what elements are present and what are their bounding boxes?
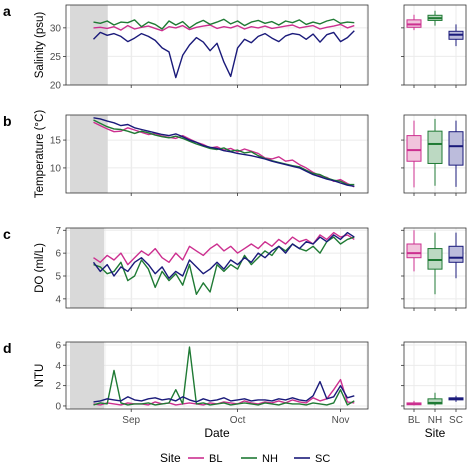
box-NH [427,398,443,405]
shaded-period [70,115,108,193]
plot-area [66,228,368,308]
legend-label-BL: BL [209,453,222,465]
plot-border [65,227,369,309]
legend-title: Site [160,451,181,465]
panel-c: c 4 5 6 7 DO (ml/L) [3,226,467,311]
plot-border [65,4,369,86]
box-NH [427,248,443,270]
y-tick-label: 6 [55,341,61,352]
y-tick-label: 15 [50,136,62,147]
panel-b: b 10 15 Temperature (°C) [3,110,467,198]
box-x-tick-label: SC [449,415,463,426]
x-axis-title: Date [204,426,230,440]
series-line-BL [93,231,355,266]
panel-letter: d [3,340,12,356]
y-tick-label: 20 [50,81,62,92]
box-NH [427,130,443,164]
y-axis-label: DO (ml/L) [34,243,46,293]
series-line-SC [93,117,355,187]
series-line-NH [93,236,355,295]
box-SC [448,245,464,263]
box-x-tick-label: NH [428,415,442,426]
y-tick-label: 4 [55,361,61,372]
plot-border [65,341,369,410]
y-tick-label: 7 [55,226,61,237]
panel-letter: a [3,3,11,19]
box-x-axis-title: Site [425,426,446,440]
panel-d: d 0 2 4 6 NTU [3,340,467,412]
series-line-SC [92,231,355,279]
y-tick-label: 30 [50,23,62,34]
x-tick-label: Nov [332,415,350,426]
y-tick-label: 4 [55,294,61,305]
series-line-NH [93,346,355,406]
plot-border [65,114,369,194]
y-tick-label: 5 [55,272,61,283]
y-tick-label: 2 [55,381,61,392]
plot-area [66,115,368,193]
series-line-NH [93,18,355,30]
y-axis-label: Salinity (psu) [34,12,46,79]
plot-area [66,342,368,409]
shaded-period [70,342,105,409]
y-axis-label: Temperature (°C) [34,110,46,198]
box-BL [406,243,422,259]
panel-letter: c [3,226,11,242]
y-tick-label: 0 [55,401,61,412]
legend-label-SC: SC [315,453,330,465]
y-tick-label: 25 [50,52,62,63]
box-x-tick-label: BL [408,415,421,426]
box-BL [406,135,422,162]
y-tick-label: 6 [55,249,61,260]
series-line-SC [93,30,355,79]
legend-label-NH: NH [262,453,278,465]
series-line-NH [93,119,355,186]
y-tick-label: 10 [50,163,62,174]
series-line-BL [93,23,355,32]
panel-a: a 20 25 30 Salinity (psu) [3,3,467,92]
box-SC [448,131,464,166]
y-axis-label: NTU [34,364,46,388]
panel-letter: b [3,113,12,129]
shaded-period [70,228,105,308]
shaded-period [70,5,108,85]
series-line-SC [93,380,355,403]
legend: Site BL NH SC [160,451,330,465]
x-tick-label: Oct [230,415,246,426]
x-tick-label: Sep [122,415,140,426]
